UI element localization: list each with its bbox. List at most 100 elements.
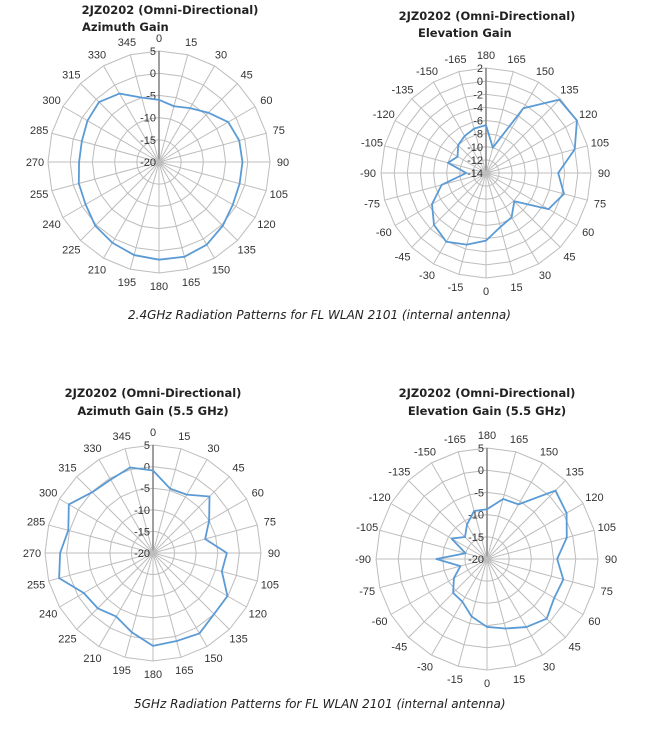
grid-spoke — [486, 558, 566, 638]
gain-data-point — [431, 203, 433, 205]
grid-spoke — [158, 161, 238, 241]
gain-data-point — [466, 243, 468, 246]
angle-tick-label: 15 — [185, 37, 197, 49]
grid-spoke — [76, 552, 154, 630]
angle-tick-label: 150 — [536, 66, 554, 78]
grid-spoke — [129, 161, 160, 270]
gain-data-point — [78, 161, 80, 163]
angle-tick-label: 150 — [212, 264, 230, 276]
gain-data-point — [486, 626, 488, 628]
gain-data-point — [158, 99, 160, 101]
gain-data-point — [433, 224, 435, 226]
grid-spoke — [411, 98, 487, 174]
grid-spoke — [80, 161, 160, 241]
radial-tick-label: -20 — [468, 554, 484, 566]
angle-tick-label: 240 — [42, 219, 60, 231]
gain-data-point — [486, 508, 488, 511]
gain-data-point — [67, 529, 70, 532]
angle-tick-label: 165 — [510, 434, 528, 446]
radial-tick-label: 0 — [477, 76, 483, 88]
radial-tick-label: -10 — [467, 142, 483, 154]
radial-tick-label: -5 — [474, 487, 484, 499]
gain-data-point — [573, 148, 576, 151]
gain-data-point — [450, 537, 453, 540]
radial-tick-label: -2 — [473, 89, 483, 101]
angle-tick-label: 60 — [588, 616, 600, 628]
grid-spoke — [486, 462, 543, 560]
radial-tick-label: -15 — [468, 532, 484, 544]
gain-data-point — [510, 216, 513, 219]
gain-data-point — [221, 570, 223, 573]
angle-tick-label: 45 — [241, 69, 253, 81]
gain-data-point — [59, 552, 61, 554]
angle-tick-label: -30 — [419, 270, 435, 282]
gain-data-point — [563, 193, 565, 195]
chart-title: 2JZ0202 (Omni-Directional) — [399, 386, 576, 400]
angle-tick-label: 15 — [178, 431, 190, 443]
gain-data-point — [109, 478, 112, 481]
grid-spoke — [76, 476, 154, 554]
grid-spoke — [124, 552, 154, 658]
gain-data-point — [111, 241, 114, 244]
gain-data-point — [464, 552, 467, 555]
gain-data-point — [86, 119, 89, 122]
gain-data-point — [133, 254, 135, 256]
grid-spoke — [103, 65, 160, 163]
angle-tick-label: 0 — [156, 33, 162, 45]
gain-data-point — [464, 536, 466, 538]
grid-spoke — [158, 161, 215, 259]
radial-tick-label: -5 — [146, 90, 156, 102]
gain-data-point — [565, 512, 568, 514]
angle-tick-label: 90 — [605, 554, 617, 566]
gain-data-point — [440, 184, 443, 186]
angle-tick-label: 150 — [540, 447, 558, 459]
gain-data-point — [456, 155, 459, 158]
grid-spoke — [431, 558, 488, 656]
angle-tick-label: 15 — [513, 674, 525, 686]
chart-subtitle: Elevation Gain — [418, 26, 512, 40]
radial-tick-label: 2 — [477, 63, 483, 75]
chart-title: 2JZ0202 (Omni-Directional) — [82, 3, 259, 17]
angle-tick-label: 75 — [264, 517, 276, 529]
angle-tick-label: 135 — [560, 85, 578, 97]
gain-data-point — [241, 161, 244, 163]
polar-chart-2: 2JZ0202 (Omni-Directional) Elevation Gain… — [360, 9, 610, 298]
gain-data-point — [204, 538, 206, 540]
gain-data-point — [557, 172, 559, 174]
gain-data-point — [96, 607, 99, 610]
radial-tick-label: -20 — [140, 157, 156, 169]
caption-2-4ghz: 2.4GHz Radiation Patterns for FL WLAN 21… — [128, 308, 511, 322]
grid-spoke — [158, 83, 238, 163]
gain-data-point — [84, 203, 87, 206]
gain-data-point — [453, 577, 455, 579]
gain-data-point — [198, 632, 201, 635]
gain-data-point — [461, 600, 464, 603]
angle-tick-label: -90 — [355, 554, 371, 566]
angle-tick-label: 345 — [113, 431, 131, 443]
radial-tick-label: -6 — [473, 116, 483, 128]
radial-tick-label: 5 — [144, 440, 150, 452]
grid-spoke — [103, 161, 160, 259]
gain-data-point — [565, 536, 568, 539]
grid-spoke — [486, 558, 543, 656]
gain-data-point — [562, 578, 565, 581]
grid-spoke — [485, 172, 514, 275]
grid-spoke — [62, 161, 160, 218]
gain-series-line — [435, 489, 568, 630]
angle-tick-label: 150 — [204, 653, 222, 665]
grid-spoke — [485, 172, 578, 226]
gain-data-point — [491, 146, 494, 149]
grid-spoke — [152, 552, 208, 647]
grid-spoke — [485, 145, 588, 174]
grid-spoke — [152, 552, 247, 608]
angle-tick-label: 30 — [539, 270, 551, 282]
angle-tick-label: -135 — [392, 85, 414, 97]
angle-tick-label: -45 — [391, 642, 407, 654]
angle-tick-label: 60 — [260, 95, 272, 107]
grid-spoke — [411, 172, 487, 248]
gain-data-point — [152, 469, 154, 472]
grid-spoke — [152, 552, 230, 630]
gain-data-point — [129, 466, 131, 469]
angle-tick-label: 225 — [58, 634, 76, 646]
